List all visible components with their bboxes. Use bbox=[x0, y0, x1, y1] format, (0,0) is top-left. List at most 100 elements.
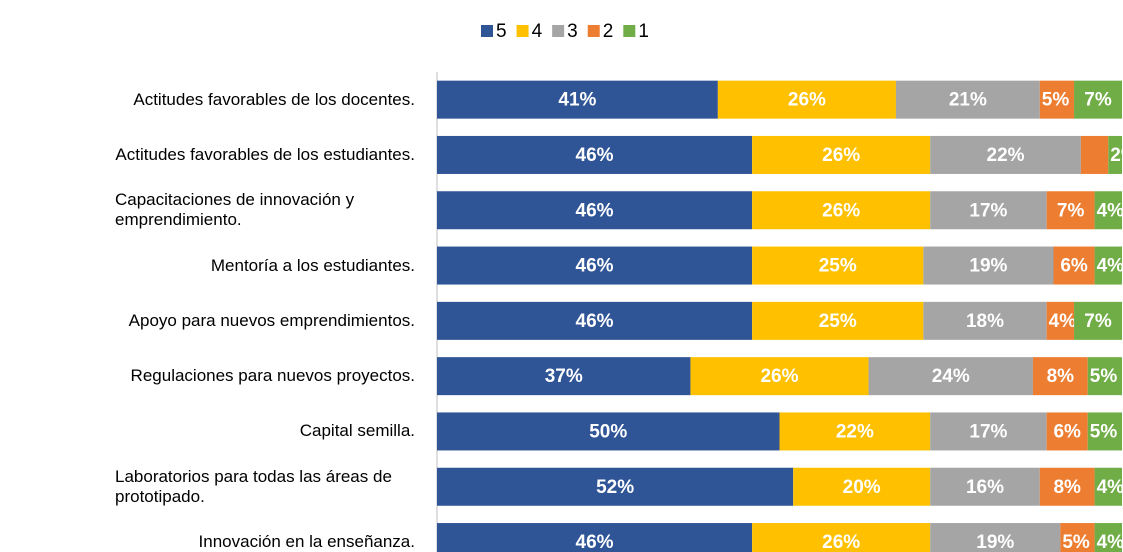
bar-segment bbox=[1060, 523, 1095, 552]
legend-swatch bbox=[481, 25, 493, 37]
category-label: Capital semilla. bbox=[299, 421, 415, 441]
bar-segment bbox=[1094, 246, 1122, 285]
bar-segment bbox=[752, 191, 931, 230]
bar-segment bbox=[752, 301, 924, 340]
bar-segment bbox=[437, 80, 718, 119]
legend-label: 1 bbox=[638, 21, 649, 42]
value-label: 26% bbox=[760, 366, 798, 387]
category-label: Capacitaciones de innovación y emprendim… bbox=[115, 190, 355, 230]
value-label: 7% bbox=[1084, 90, 1112, 111]
category-label: Innovación en la enseñanza. bbox=[198, 532, 415, 552]
bar-segment bbox=[437, 246, 753, 285]
value-label: 26% bbox=[788, 90, 826, 111]
value-label: 22% bbox=[987, 145, 1025, 166]
value-label: 26% bbox=[822, 200, 860, 221]
bar-segment bbox=[1074, 301, 1122, 340]
value-label: 5% bbox=[1090, 366, 1118, 387]
value-label: 17% bbox=[969, 421, 1007, 442]
bar-segment bbox=[752, 246, 924, 285]
category-label: Actitudes favorables de los estudiantes. bbox=[115, 144, 415, 164]
value-label: 46% bbox=[576, 200, 614, 221]
bar-segment bbox=[1094, 191, 1122, 230]
value-label: 2% bbox=[1110, 145, 1123, 166]
value-label: 17% bbox=[969, 200, 1007, 221]
bar-segment bbox=[1074, 80, 1122, 119]
value-label: 25% bbox=[819, 311, 857, 332]
value-label: 46% bbox=[576, 311, 614, 332]
bar-segment bbox=[437, 412, 780, 451]
value-label: 4% bbox=[1097, 256, 1123, 277]
value-label: 37% bbox=[545, 366, 583, 387]
bar-segment bbox=[930, 467, 1040, 506]
value-label: 24% bbox=[932, 366, 970, 387]
value-label: 4% bbox=[1097, 477, 1123, 498]
bar-segment bbox=[930, 523, 1061, 552]
value-label: 7% bbox=[1057, 200, 1085, 221]
bar-segment bbox=[923, 301, 1047, 340]
bar-segment bbox=[895, 80, 1040, 119]
bar-segment bbox=[1087, 412, 1122, 451]
value-label: 5% bbox=[1042, 90, 1070, 111]
value-label: 20% bbox=[843, 477, 881, 498]
legend-swatch bbox=[552, 25, 565, 37]
value-label: 6% bbox=[1060, 256, 1088, 277]
value-label: 8% bbox=[1047, 366, 1075, 387]
value-label: 26% bbox=[822, 532, 860, 552]
category-label: Actitudes favorables de los docentes. bbox=[133, 89, 415, 109]
bar-segment bbox=[779, 412, 931, 451]
legend-label: 3 bbox=[567, 21, 578, 42]
bar-segment bbox=[1053, 246, 1095, 285]
legend-label: 5 bbox=[496, 21, 507, 42]
value-label: 5% bbox=[1062, 532, 1090, 552]
bar-segment bbox=[437, 467, 794, 506]
value-label: 50% bbox=[589, 421, 627, 442]
category-label: Mentoría a los estudiantes. bbox=[210, 255, 415, 275]
value-label: 26% bbox=[822, 145, 860, 166]
value-label: 8% bbox=[1053, 477, 1081, 498]
value-label: 46% bbox=[576, 256, 614, 277]
value-label: 19% bbox=[969, 256, 1007, 277]
category-label: Laboratorios para todas las áreas de pro… bbox=[115, 466, 392, 506]
legend-swatch bbox=[623, 25, 636, 37]
value-label: 18% bbox=[966, 311, 1004, 332]
bar-segment bbox=[923, 246, 1054, 285]
bar-segment bbox=[1046, 412, 1088, 451]
bar-segment bbox=[1032, 357, 1088, 396]
value-label: 16% bbox=[966, 477, 1004, 498]
value-label: 46% bbox=[576, 145, 614, 166]
value-label: 21% bbox=[949, 90, 987, 111]
bar-segment bbox=[1080, 135, 1109, 174]
value-label: 52% bbox=[596, 477, 634, 498]
bar-segment bbox=[437, 135, 753, 174]
bar-segment bbox=[1046, 191, 1095, 230]
value-label: 46% bbox=[576, 532, 614, 552]
bar-segment bbox=[868, 357, 1033, 396]
bar-segment bbox=[752, 523, 931, 552]
bar-segment bbox=[1039, 467, 1095, 506]
bar-segment bbox=[793, 467, 931, 506]
bar-segment bbox=[930, 191, 1047, 230]
bar-segment bbox=[690, 357, 869, 396]
bar-segment bbox=[930, 135, 1081, 174]
bar-segment bbox=[1094, 467, 1122, 506]
bar-segment bbox=[930, 412, 1047, 451]
value-label: 25% bbox=[819, 256, 857, 277]
bar-segment bbox=[437, 191, 753, 230]
value-label: 4% bbox=[1049, 311, 1077, 332]
bar-segment bbox=[717, 80, 896, 119]
value-label: 4% bbox=[1097, 200, 1123, 221]
bar-segment bbox=[1108, 135, 1122, 174]
bar-segment bbox=[752, 135, 931, 174]
value-label: 7% bbox=[1084, 311, 1112, 332]
value-label: 41% bbox=[558, 90, 596, 111]
legend-label: 2 bbox=[603, 21, 614, 42]
legend-swatch bbox=[587, 25, 600, 37]
bar-segment bbox=[437, 301, 753, 340]
value-label: 4% bbox=[1097, 532, 1123, 552]
legend-swatch bbox=[516, 25, 529, 37]
value-label: 19% bbox=[976, 532, 1014, 552]
value-label: 22% bbox=[836, 421, 874, 442]
value-label: 5% bbox=[1090, 421, 1118, 442]
